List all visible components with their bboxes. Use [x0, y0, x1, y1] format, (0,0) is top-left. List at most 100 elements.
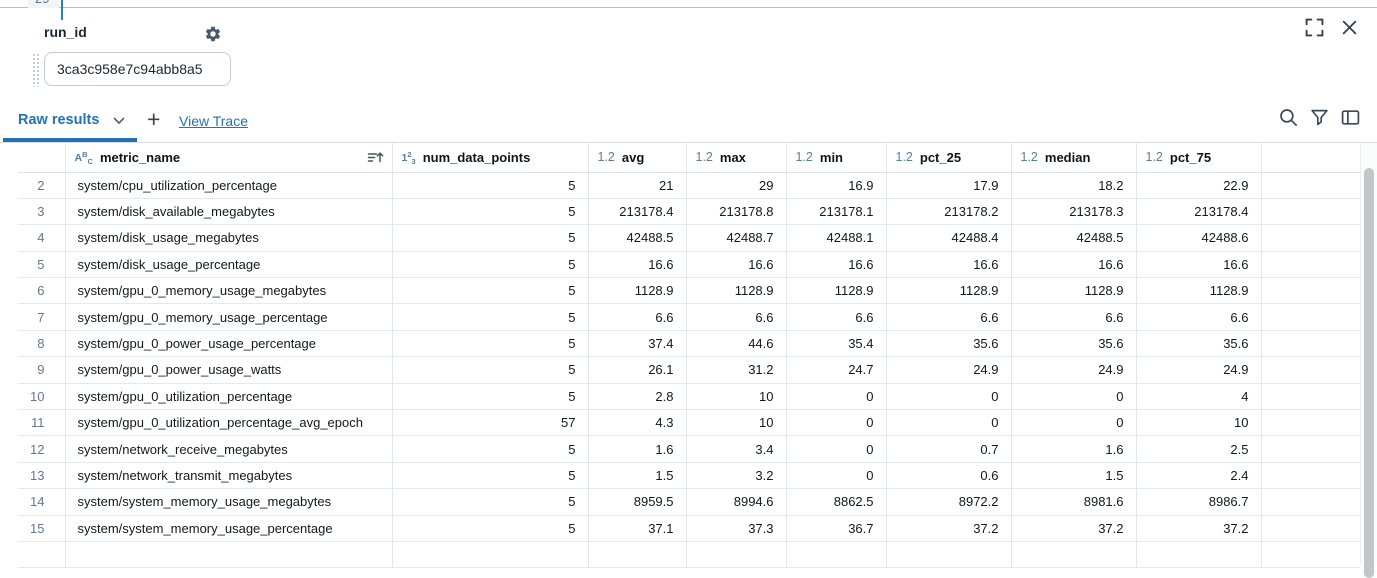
value-cell: 1128.9 [1011, 277, 1137, 305]
active-tab-underline [3, 138, 137, 142]
row-number-cell: 10 [18, 383, 66, 411]
value-cell: 35.4 [786, 330, 887, 358]
column-header-pct_75[interactable]: 1.2 pct_75 [1136, 143, 1262, 173]
value-cell: 10 [686, 409, 787, 437]
row-number-header [18, 143, 66, 173]
table-row[interactable]: 10 system/gpu_0_utilization_percentage 5 2.… [18, 383, 1360, 411]
metric-name-cell: system/system_memory_usage_megabytes [65, 488, 393, 516]
value-cell: 2.4 [1136, 462, 1262, 490]
value-cell: 42488.6 [1136, 224, 1262, 252]
tab-raw-results[interactable]: Raw results [18, 112, 100, 128]
value-cell: 213178.4 [588, 198, 687, 226]
column-header-pct_25[interactable]: 1.2 pct_25 [886, 143, 1012, 173]
value-cell: 0 [786, 409, 887, 437]
vertical-scrollbar-thumb[interactable] [1364, 168, 1374, 578]
filler-cell [1261, 356, 1360, 384]
table-row[interactable]: 13 system/network_transmit_megabytes 5 1.5 3… [18, 462, 1360, 490]
filter-icon[interactable] [1310, 108, 1330, 128]
row-number-cell: 11 [18, 409, 66, 437]
column-label: max [719, 149, 746, 165]
value-cell: 21 [588, 172, 687, 199]
value-cell: 24.9 [886, 356, 1012, 384]
chevron-down-icon[interactable] [113, 117, 125, 125]
filler-cell [1261, 224, 1360, 252]
value-cell: 35.6 [886, 330, 1012, 358]
columns-icon[interactable] [1341, 108, 1361, 128]
value-cell: 5 [392, 356, 589, 384]
row-number-cell: 2 [18, 172, 66, 199]
row-number-cell: 14 [18, 488, 66, 516]
table-row[interactable]: 9 system/gpu_0_power_usage_watts 5 26.1 31.2… [18, 356, 1360, 384]
expand-icon[interactable] [1305, 18, 1324, 37]
widget-drag-handle[interactable] [31, 52, 41, 87]
value-cell: 8981.6 [1011, 488, 1137, 516]
view-trace-link[interactable]: View Trace [179, 113, 248, 129]
value-cell: 6.6 [886, 303, 1012, 331]
value-cell: 8959.5 [588, 488, 687, 516]
table-row[interactable]: 11 system/gpu_0_utilization_percentage_av… [18, 409, 1360, 437]
filler-cell [1261, 383, 1360, 411]
value-cell: 10 [686, 383, 787, 411]
editor-line-gutter: 29 [28, 0, 59, 8]
value-cell: 5 [392, 251, 589, 279]
value-cell: 213178.2 [886, 198, 1012, 226]
value-cell: 1.6 [1011, 435, 1137, 463]
value-cell: 2.8 [588, 383, 687, 411]
string-type-icon: ABC [74, 149, 93, 166]
table-row[interactable]: 15 system/system_memory_usage_percentage 5… [18, 515, 1360, 542]
column-header-avg[interactable]: 1.2 avg [588, 143, 687, 173]
sort-ascending-icon[interactable] [367, 150, 384, 165]
value-cell: 37.4 [588, 330, 687, 358]
value-cell: 37.2 [1136, 515, 1262, 542]
column-header-min[interactable]: 1.2 min [786, 143, 887, 173]
column-label: pct_75 [1169, 149, 1212, 165]
filler-cell [1261, 462, 1360, 490]
column-header-median[interactable]: 1.2 median [1011, 143, 1137, 173]
column-header-num_data_points[interactable]: 123 num_data_points [392, 143, 589, 173]
value-cell: 4.3 [588, 409, 687, 437]
table-row[interactable]: 8 system/gpu_0_power_usage_percentage 5 37.… [18, 330, 1360, 358]
value-cell: 42488.1 [786, 224, 887, 252]
close-icon[interactable] [1341, 19, 1358, 36]
table-row[interactable]: 4 system/disk_usage_megabytes 5 42488.5 4248… [18, 224, 1360, 252]
filler-cell [1261, 251, 1360, 279]
value-cell: 1.5 [1011, 462, 1137, 490]
value-cell: 16.6 [786, 251, 887, 279]
value-cell: 3.4 [686, 435, 787, 463]
table-row[interactable]: 7 system/gpu_0_memory_usage_percentage 5 6.… [18, 303, 1360, 331]
value-cell: 6.6 [588, 303, 687, 331]
run-id-input[interactable] [44, 52, 231, 86]
value-cell: 35.6 [1136, 330, 1262, 358]
column-header-max[interactable]: 1.2 max [686, 143, 787, 173]
value-cell: 5 [392, 224, 589, 252]
value-cell: 4 [1136, 383, 1262, 411]
value-cell: 5 [392, 172, 589, 199]
add-visualization-button[interactable]: + [147, 106, 161, 132]
value-cell: 37.3 [686, 515, 787, 542]
table-row[interactable]: 5 system/disk_usage_percentage 5 16.6 16.6 16… [18, 251, 1360, 279]
metric-name-cell: system/cpu_utilization_percentage [65, 172, 393, 199]
value-cell: 36.7 [786, 515, 887, 542]
column-header-metric_name[interactable]: ABC metric_name [65, 143, 393, 173]
gear-icon[interactable] [204, 25, 222, 43]
value-cell: 31.2 [686, 356, 787, 384]
vertical-scrollbar-track[interactable] [1360, 143, 1377, 578]
table-row[interactable]: 3 system/disk_available_megabytes 5 213178.… [18, 198, 1360, 226]
table-row[interactable]: 2 system/cpu_utilization_percentage 5 21 29 1… [18, 172, 1360, 199]
table-row[interactable]: 12 system/network_receive_megabytes 5 1.6 3.… [18, 435, 1360, 463]
column-label: num_data_points [422, 149, 531, 165]
value-cell: 1128.9 [886, 277, 1012, 305]
row-number-cell: 4 [18, 224, 66, 252]
table-row[interactable]: 6 system/gpu_0_memory_usage_megabytes 5 112… [18, 277, 1360, 305]
value-cell: 5 [392, 435, 589, 463]
column-label: median [1044, 149, 1091, 165]
value-cell: 0 [886, 383, 1012, 411]
value-cell: 26.1 [588, 356, 687, 384]
metric-name-cell: system/gpu_0_utilization_percentage_avg_… [65, 409, 393, 437]
value-cell: 42488.4 [886, 224, 1012, 252]
table-row[interactable]: 14 system/system_memory_usage_megabytes 5 8… [18, 488, 1360, 516]
value-cell: 6.6 [786, 303, 887, 331]
value-cell: 37.2 [1011, 515, 1137, 542]
search-icon[interactable] [1279, 108, 1299, 128]
value-cell: 22.9 [1136, 172, 1262, 199]
